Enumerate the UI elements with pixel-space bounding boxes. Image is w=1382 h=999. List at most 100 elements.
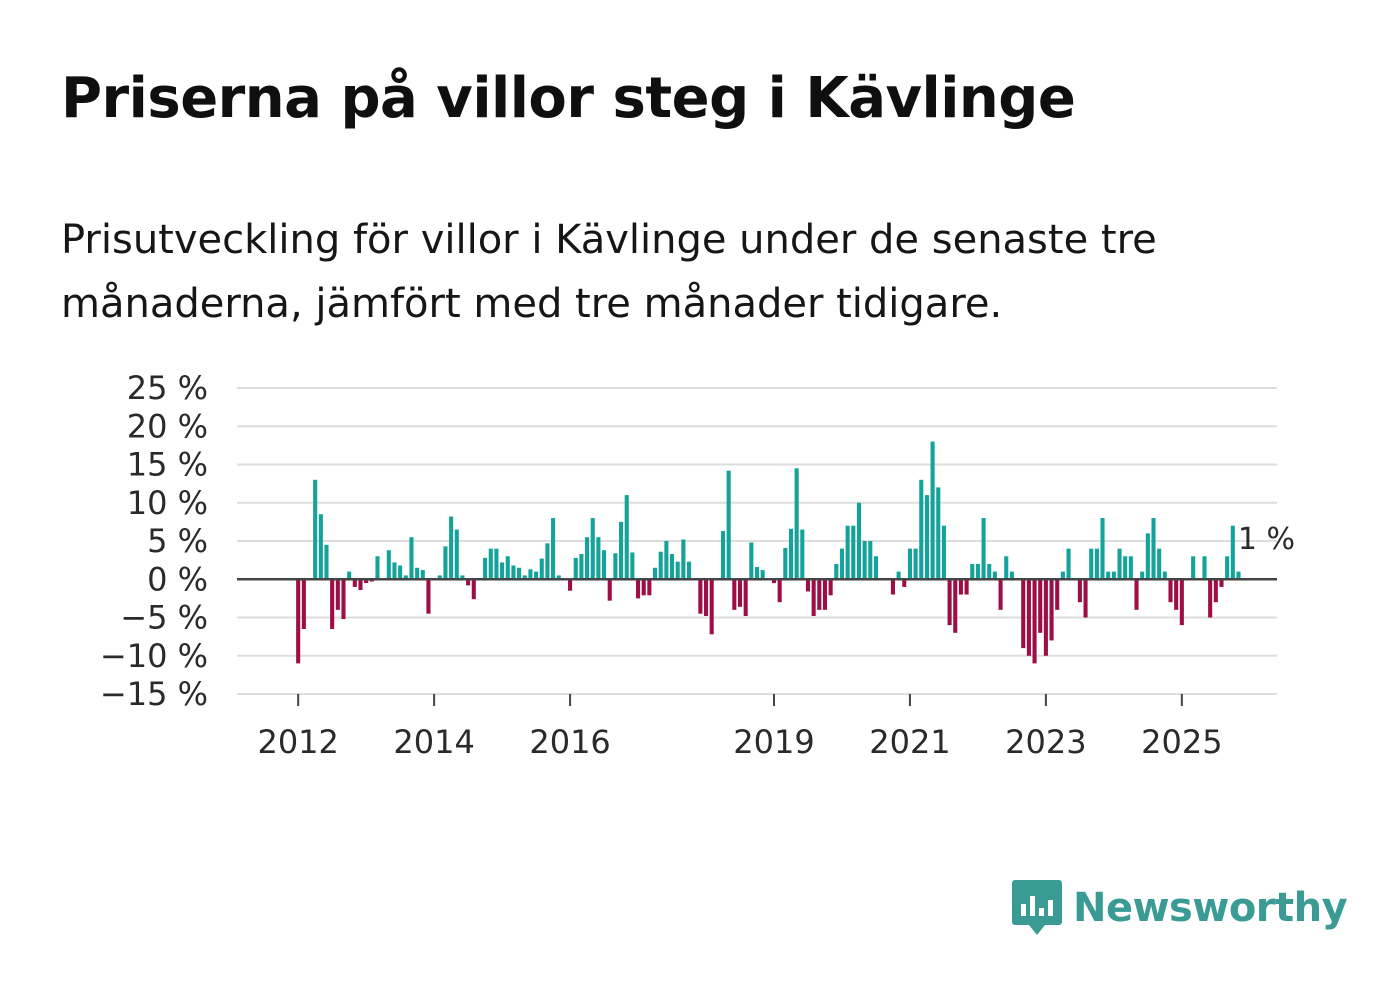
bar: [839, 548, 845, 580]
price-change-bar-chart: 25 %20 %15 %10 %5 %0 %−5 %−10 %−15 % 2012…: [100, 369, 1295, 761]
bar: [341, 579, 346, 620]
bar: [437, 575, 442, 580]
bar: [494, 548, 499, 580]
bar: [449, 516, 454, 580]
y-tick-label: −5 %: [120, 599, 208, 637]
bar: [613, 553, 618, 580]
bar: [817, 579, 822, 610]
bar: [1123, 556, 1128, 580]
bar: [1026, 579, 1031, 656]
bar: [771, 579, 777, 584]
bar: [471, 579, 476, 600]
bar: [783, 547, 788, 580]
bar: [1128, 556, 1133, 580]
bar: [669, 554, 675, 580]
bar: [800, 529, 805, 580]
bar: [992, 571, 997, 580]
bar: [1117, 548, 1122, 580]
bar: [998, 579, 1003, 610]
bar: [403, 575, 408, 580]
bar: [466, 579, 471, 586]
bar: [1140, 571, 1145, 580]
bar: [749, 542, 754, 580]
bar: [1225, 556, 1230, 580]
bar: [970, 563, 975, 580]
bar: [1168, 579, 1173, 603]
bar: [386, 550, 391, 580]
bars: [296, 441, 1241, 664]
bar: [1049, 579, 1054, 641]
bar: [941, 525, 946, 580]
bar: [1111, 571, 1116, 580]
bar: [1219, 579, 1224, 587]
bar: [703, 579, 709, 616]
bar: [539, 558, 544, 580]
bar: [1009, 571, 1014, 580]
chart-subtitle: Prisutveckling för villor i Kävlinge und…: [61, 217, 1157, 327]
bar: [1151, 518, 1156, 580]
y-tick-label: 10 %: [127, 484, 208, 522]
bar: [318, 514, 323, 580]
bar: [324, 544, 329, 580]
bar: [805, 579, 811, 592]
bar: [1038, 579, 1043, 633]
bar: [454, 529, 459, 580]
bar: [1060, 571, 1065, 580]
axes: [237, 578, 1277, 706]
bar: [828, 579, 833, 596]
bar: [443, 546, 448, 580]
bar: [636, 579, 641, 599]
bar: [630, 552, 635, 580]
x-tick-label: 2023: [1005, 723, 1086, 761]
bar: [517, 567, 522, 580]
x-tick-label: 2025: [1141, 723, 1222, 761]
bar: [1213, 579, 1218, 603]
bar: [347, 571, 352, 580]
y-tick-label: 25 %: [127, 369, 208, 407]
x-tick-label: 2021: [869, 723, 950, 761]
bar: [754, 567, 760, 580]
bar: [664, 541, 669, 580]
y-tick-label: 5 %: [147, 522, 208, 560]
bar: [947, 579, 952, 626]
bar: [907, 548, 912, 580]
bar: [675, 561, 680, 580]
bar: [1083, 579, 1088, 618]
bar: [890, 579, 895, 595]
bar: [505, 556, 510, 580]
y-tick-label: −10 %: [100, 637, 208, 675]
bar: [1032, 579, 1037, 664]
bar: [415, 567, 420, 580]
bar: [1021, 579, 1026, 649]
bar: [902, 579, 907, 587]
bar: [590, 518, 595, 580]
bar: [868, 541, 873, 580]
bar: [1236, 571, 1241, 580]
bar: [1100, 518, 1105, 580]
bar: [1179, 579, 1184, 626]
bar: [579, 554, 584, 580]
latest-value-annotation: 1 %: [1238, 522, 1295, 557]
bar: [732, 579, 737, 610]
bar: [330, 579, 335, 629]
brand-name: Newsworthy: [1073, 885, 1348, 931]
bar: [641, 579, 646, 596]
bar: [460, 575, 465, 580]
bar: [528, 569, 533, 580]
bar: [964, 579, 969, 595]
y-tick-label: 20 %: [127, 407, 208, 445]
bar: [811, 579, 816, 616]
bar: [1043, 579, 1048, 656]
bar: [856, 502, 861, 580]
bar: [1106, 571, 1111, 580]
newsworthy-logo: Newsworthy: [1011, 878, 1348, 938]
bar: [1004, 556, 1009, 580]
bar: [958, 579, 963, 595]
bar: [975, 563, 980, 580]
bar: [936, 487, 941, 580]
bar: [1094, 548, 1099, 580]
bar: [607, 579, 612, 601]
bar: [398, 565, 403, 580]
bar: [500, 562, 505, 580]
bar: [624, 495, 629, 580]
